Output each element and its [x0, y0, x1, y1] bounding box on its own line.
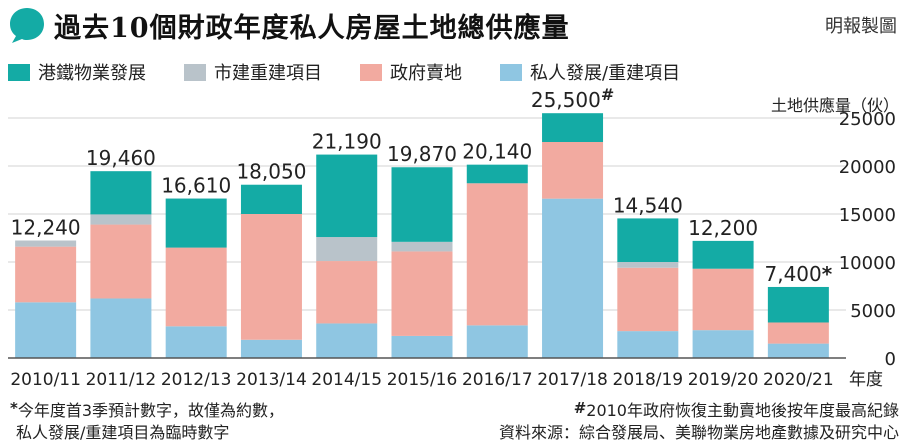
footnote-left-line1: 今年度首3季預計數字，故僅為約數， [17, 401, 285, 420]
bar-segment [692, 330, 754, 358]
legend-label-private: 私人發展/重建項目 [530, 63, 681, 84]
footnote-star-mark: * [10, 399, 18, 417]
y-tick-label: 0 [885, 349, 896, 370]
footnote-source: 資料來源：綜合發展局、美聯物業房地產數據及研究中心 [498, 423, 899, 442]
legend-swatch-mtr [8, 63, 30, 81]
legend-item-mtr: 港鐵物業發展 [8, 60, 146, 84]
bar-total-label: 21,190 [312, 130, 382, 154]
y-tick-label: 15000 [839, 205, 896, 226]
y-tick-label: 25000 [839, 109, 896, 130]
footnote-hash-mark: # [573, 399, 587, 417]
y-tick-label: 10000 [839, 253, 896, 274]
bar-segment [692, 268, 754, 331]
legend-item-urban: 市建重建項目 [184, 60, 322, 84]
bar-segment [165, 247, 227, 327]
bar-total-label: 20,140 [462, 140, 532, 164]
bar-segment [466, 325, 528, 358]
bar-segment [316, 237, 378, 262]
x-tick-label: 2020/21 [763, 370, 834, 390]
bar-segment [692, 240, 754, 269]
y-tick-label: 5000 [850, 301, 896, 322]
bar-segment [617, 262, 679, 268]
x-tick-label: 2018/19 [613, 370, 684, 390]
bar-segment [767, 343, 829, 358]
bar-segment [466, 164, 528, 184]
bar-total-label: 14,540 [613, 193, 683, 217]
y-tick-label: 20000 [839, 157, 896, 178]
footnote-right-line1: 2010年政府恢復主動賣地後按年度最高紀錄 [586, 401, 899, 420]
footnote-left-line2: 私人發展/重建項目為臨時數字 [16, 423, 230, 442]
x-tick-label: 2016/17 [462, 370, 533, 390]
bar-segment [466, 183, 528, 326]
legend-label-urban: 市建重建項目 [214, 63, 322, 84]
bar-segment [316, 261, 378, 324]
credit: 明報製圖 [825, 16, 897, 37]
legend-label-gov: 政府賣地 [390, 63, 462, 84]
bar-total-label: 16,610 [161, 174, 231, 198]
legend-label-mtr: 港鐵物業發展 [38, 63, 146, 84]
x-tick-label: 2014/15 [311, 370, 382, 390]
x-tick-label: 2013/14 [236, 370, 307, 390]
bar-segment [90, 171, 152, 215]
bar-segment [165, 198, 227, 248]
x-tick-label: 2012/13 [161, 370, 232, 390]
bar-segment [767, 322, 829, 344]
legend-item-gov: 政府賣地 [360, 60, 462, 84]
legend: 港鐵物業發展 市建重建項目 政府賣地 私人發展/重建項目 [8, 60, 718, 84]
bar-segment [391, 335, 453, 358]
bar-segment [15, 302, 77, 358]
bar-total-label: 19,460 [86, 146, 156, 170]
bar-segment [316, 323, 378, 358]
x-tick-label: 2011/12 [86, 370, 157, 390]
bar-segment [542, 142, 604, 199]
x-axis-label: 年度 [849, 370, 883, 390]
bar-segment [90, 224, 152, 299]
bar-segment [240, 214, 302, 340]
footnote-left: *今年度首3季預計數字，故僅為約數， 私人發展/重建項目為臨時數字 [10, 397, 284, 444]
bar-total-label: 12,240 [11, 215, 81, 239]
legend-swatch-private [500, 63, 522, 81]
bar-total-label: 19,870 [387, 142, 457, 166]
bar-segment [391, 167, 453, 242]
bar-segment [15, 240, 77, 247]
bar-segment [316, 154, 378, 238]
x-tick-label: 2015/16 [387, 370, 458, 390]
bar-segment [90, 214, 152, 225]
bar-total-label: 12,200 [688, 216, 758, 240]
x-tick-label: 2017/18 [537, 370, 608, 390]
bar-segment [391, 241, 453, 252]
bar-segment [617, 267, 679, 332]
bar-segment [15, 246, 77, 303]
bar-segment [90, 298, 152, 358]
bar-segment [617, 331, 679, 358]
legend-item-private: 私人發展/重建項目 [500, 60, 680, 84]
bar-segment [240, 339, 302, 358]
bar-total-label: 25,500# [531, 85, 614, 112]
bar-segment [767, 286, 829, 323]
footnote-right: #2010年政府恢復主動賣地後按年度最高紀錄 資料來源：綜合發展局、美聯物業房地… [499, 397, 899, 444]
y-axis-label: 土地供應量（伙） [770, 96, 899, 115]
bar-segment [391, 251, 453, 336]
bar-segment [240, 184, 302, 214]
bar-segment [617, 218, 679, 262]
bar-total-label: 7,400* [764, 262, 832, 286]
bar-segment [542, 198, 604, 358]
x-tick-label: 2010/11 [10, 370, 81, 390]
page-title: 過去10個財政年度私人房屋土地總供應量 [54, 13, 570, 44]
legend-swatch-gov [360, 63, 382, 81]
x-tick-label: 2019/20 [688, 370, 759, 390]
bar-segment [165, 326, 227, 358]
bar-segment [542, 113, 604, 142]
header: 過去10個財政年度私人房屋土地總供應量 明報製圖 [0, 0, 911, 50]
legend-swatch-urban [184, 63, 206, 81]
speech-bubble-icon [10, 8, 44, 43]
bar-total-label: 18,050 [236, 160, 306, 184]
